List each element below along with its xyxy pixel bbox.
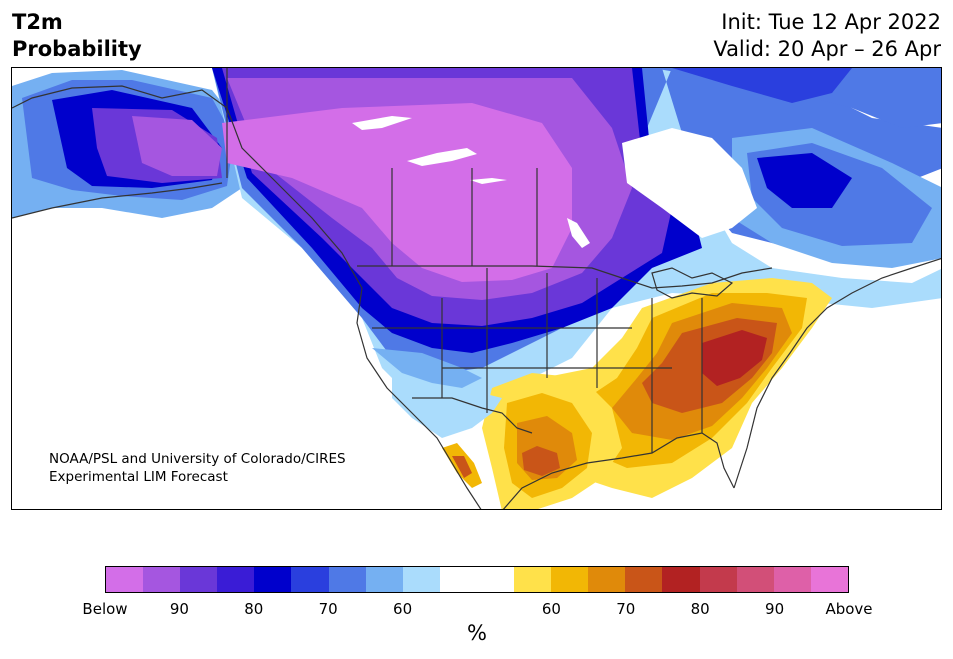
- texas-mexico-warm-region: [442, 373, 622, 509]
- title-line-variable: T2m: [12, 10, 63, 34]
- colorbar-segment: [254, 567, 292, 592]
- colorbar-segment: [328, 567, 366, 592]
- colorbar-tick-label: 70: [318, 600, 338, 618]
- west-coastline: [12, 85, 482, 509]
- alaska-peninsula: [12, 182, 223, 219]
- title-line-type: Probability: [12, 37, 142, 61]
- colorbar-segment: [551, 567, 589, 592]
- colorbar-tick-label: 90: [765, 600, 785, 618]
- hudson-bay: [622, 128, 757, 238]
- colorbar-segment: [625, 567, 663, 592]
- colorbar-tick-label: 80: [244, 600, 264, 618]
- colorbar-segment: [217, 567, 255, 592]
- labrador-deep: [757, 153, 852, 208]
- credit-line-1: NOAA/PSL and University of Colorado/CIRE…: [49, 451, 346, 467]
- alaska-region: [12, 70, 242, 218]
- southwest-mid-blue: [372, 348, 482, 388]
- valid-range-label: Valid: 20 Apr – 26 Apr: [713, 37, 941, 61]
- colorbar-segment: [180, 567, 218, 592]
- colorbar-segment: [699, 567, 737, 592]
- texas-rust: [522, 446, 560, 476]
- warm-band-red: [702, 330, 767, 386]
- greenland-deep: [672, 68, 852, 103]
- colorbar-segment: [291, 567, 329, 592]
- colorbar-segment: [106, 567, 144, 592]
- east-coastline: [733, 258, 941, 489]
- colorbar-tick-label: 90: [169, 600, 189, 618]
- colorbar-tick-label: 70: [616, 600, 636, 618]
- greenland-blue: [652, 68, 941, 128]
- colorbar-segment: [514, 567, 552, 592]
- us-canada-border: [357, 265, 773, 289]
- map-title: T2m Probability: [12, 9, 142, 63]
- data-credit: NOAA/PSL and University of Colorado/CIRE…: [49, 450, 346, 486]
- init-date-label: Init: Tue 12 Apr 2022: [721, 10, 941, 34]
- lake-white: [567, 218, 590, 248]
- lake-white: [470, 178, 507, 184]
- baja-orange: [452, 456, 472, 478]
- colorbar-segment: [810, 567, 848, 592]
- colorbar-tick-label: Below: [82, 600, 128, 618]
- credit-line-2: Experimental LIM Forecast: [49, 469, 228, 485]
- colorbar-segment: [365, 567, 403, 592]
- borders: [12, 68, 941, 509]
- colorbar-segment: [439, 567, 477, 592]
- forecast-dates: Init: Tue 12 Apr 2022 Valid: 20 Apr – 26…: [713, 9, 941, 63]
- colorbar-tick-label: 60: [541, 600, 561, 618]
- map-canvas: [12, 68, 941, 509]
- alaska-violet: [132, 116, 222, 176]
- colorbar-segment: [773, 567, 811, 592]
- colorbar-tick-label: 60: [393, 600, 413, 618]
- colorbar: [105, 566, 849, 593]
- us-mexico-border: [412, 397, 533, 434]
- colorbar-unit-label: %: [467, 621, 487, 645]
- colorbar-segment: [662, 567, 700, 592]
- colorbar-segment: [588, 567, 626, 592]
- colorbar-segment: [736, 567, 774, 592]
- lake-white: [407, 148, 477, 166]
- east-canada-region: [652, 68, 941, 268]
- colorbar-segment: [402, 567, 440, 592]
- great-lakes: [651, 267, 734, 299]
- colorbar-segment: [476, 567, 515, 592]
- probability-map: [11, 67, 942, 510]
- colorbar-tick-label: Above: [825, 600, 873, 618]
- lake-white: [352, 116, 412, 130]
- colorbar-tick-label: 80: [690, 600, 710, 618]
- colorbar-segment: [143, 567, 181, 592]
- cold-band-pink: [222, 103, 572, 282]
